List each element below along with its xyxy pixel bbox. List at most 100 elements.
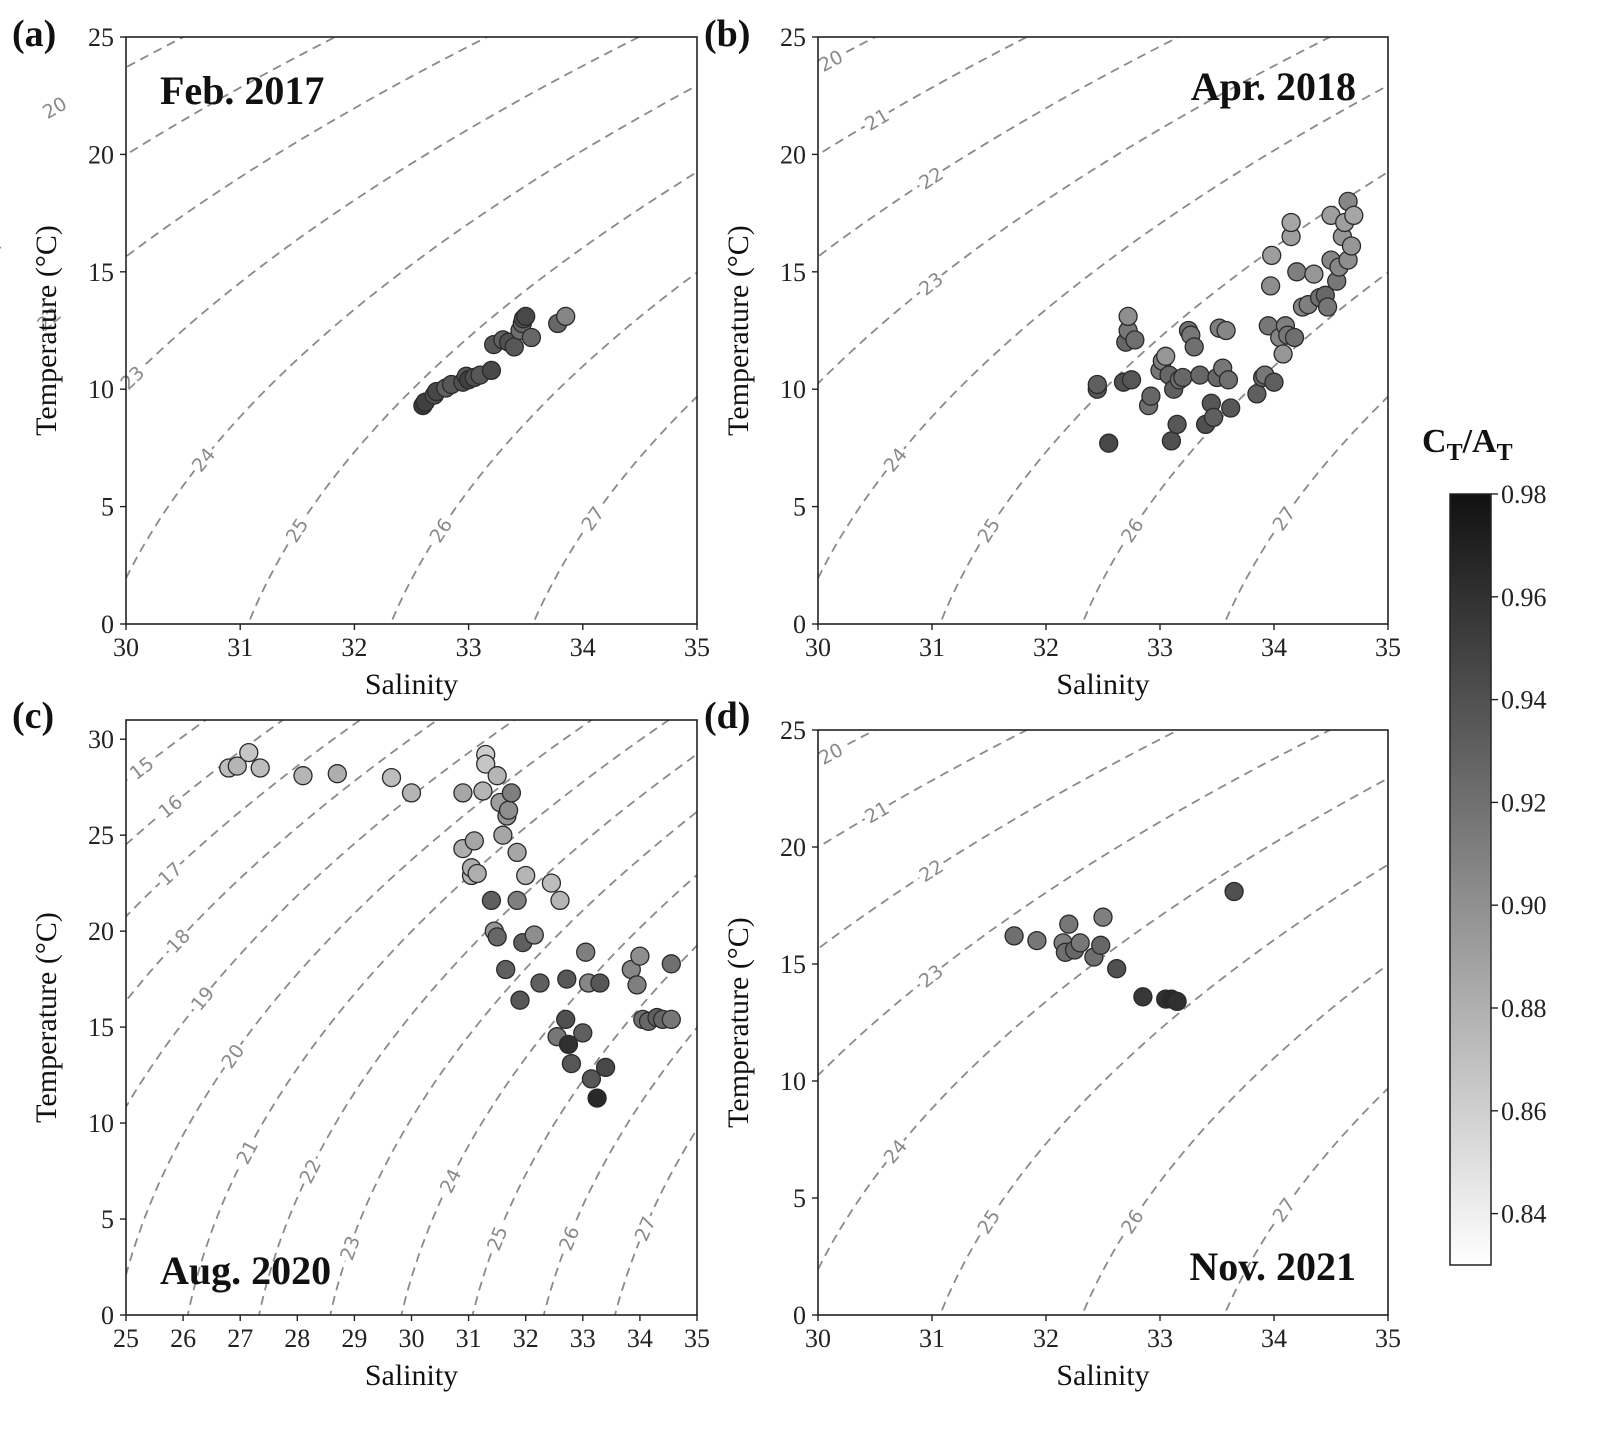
x-tick-label: 32 xyxy=(1033,633,1059,662)
y-axis-label: Temperature (°C) xyxy=(30,225,63,436)
contour-label-bg xyxy=(151,855,187,891)
contour-label-20: 20 xyxy=(815,739,847,770)
contour-line-23 xyxy=(126,37,641,385)
contour-label-bg xyxy=(812,736,848,769)
contour-label-22: 22 xyxy=(295,1156,326,1187)
x-tick-label: 33 xyxy=(1147,1324,1173,1353)
panel-title: Feb. 2017 xyxy=(160,68,324,113)
y-tick-label: 10 xyxy=(780,375,806,404)
contour-label-22: 22 xyxy=(915,163,947,195)
data-point xyxy=(1156,346,1176,366)
y-tick-label: 0 xyxy=(793,610,806,639)
data-point xyxy=(473,781,493,801)
data-point xyxy=(1190,365,1210,385)
contour-line-23 xyxy=(818,730,1332,1077)
y-tick-label: 20 xyxy=(88,917,114,946)
colorbar-tick-label: 0.86 xyxy=(1501,1097,1547,1126)
contour-label-27: 27 xyxy=(631,1214,661,1245)
colorbar-tick-label: 0.98 xyxy=(1501,480,1547,509)
contour-label-bg xyxy=(333,1230,364,1265)
data-point xyxy=(1287,262,1307,282)
data-point xyxy=(467,863,487,884)
y-tick-label: 10 xyxy=(88,375,114,404)
data-point xyxy=(1125,330,1145,350)
data-point xyxy=(550,890,570,911)
y-tick-label: 5 xyxy=(101,493,114,522)
colorbar-gradient xyxy=(1449,493,1492,1266)
y-tick-label: 25 xyxy=(780,23,806,52)
data-point xyxy=(1167,414,1187,435)
y-tick-label: 25 xyxy=(88,23,114,52)
colorbar-tick-label: 0.94 xyxy=(1501,686,1547,715)
contour-label-25: 25 xyxy=(973,514,1005,546)
data-point xyxy=(1344,205,1364,226)
data-point xyxy=(1059,914,1079,934)
contour-line-18 xyxy=(126,720,439,1003)
contour-label-21: 21 xyxy=(861,797,893,828)
data-point xyxy=(1141,386,1161,406)
data-point xyxy=(516,306,536,327)
y-tick-label: 15 xyxy=(88,258,114,287)
contour-line-21 xyxy=(186,720,671,1315)
data-point xyxy=(476,754,496,774)
x-axis-label: Salinity xyxy=(1056,668,1149,701)
contour-label-bg xyxy=(433,1162,466,1198)
contour-label-bg xyxy=(422,511,457,548)
density-contours xyxy=(126,720,697,1315)
contour-line-24 xyxy=(400,873,697,1315)
contour-line-23 xyxy=(818,37,1333,385)
data-points xyxy=(413,306,576,416)
colorbar-tick-label: 0.88 xyxy=(1501,994,1547,1023)
colorbar-tick-label: 0.96 xyxy=(1501,583,1547,612)
panel-letter: (c) xyxy=(12,695,54,737)
y-tick-label: 20 xyxy=(88,140,114,169)
data-point xyxy=(496,959,516,980)
contour-label-bg xyxy=(1265,499,1300,536)
data-point xyxy=(1167,991,1187,1012)
contour-line-20 xyxy=(126,720,594,1279)
data-point xyxy=(1099,433,1119,453)
contour-label-bg xyxy=(113,359,150,395)
data-point xyxy=(541,873,562,893)
y-tick-label: 10 xyxy=(88,1109,114,1138)
x-tick-label: 33 xyxy=(570,1324,596,1353)
contour-label-bg xyxy=(858,794,894,828)
contour-label-bg xyxy=(292,1153,326,1189)
y-tick-label: 0 xyxy=(101,610,114,639)
y-tick-label: 15 xyxy=(780,258,806,287)
y-tick-label: 30 xyxy=(88,725,114,754)
density-contours xyxy=(818,37,1388,624)
x-tick-label: 31 xyxy=(919,633,945,662)
contour-line-17 xyxy=(126,720,362,918)
contour-line-24 xyxy=(126,84,697,581)
contour-line-27 xyxy=(531,395,697,624)
data-point xyxy=(1161,431,1182,451)
contour-label-bg xyxy=(628,1210,660,1246)
data-point xyxy=(487,927,507,947)
panel-letter: (a) xyxy=(12,13,56,55)
plot-frame xyxy=(125,719,698,1316)
colorbar-tick-label: 0.92 xyxy=(1501,788,1547,817)
data-point xyxy=(1273,344,1293,364)
x-tick-label: 30 xyxy=(805,1324,831,1353)
x-tick-label: 25 xyxy=(113,1324,139,1353)
x-tick-label: 31 xyxy=(227,633,253,662)
contour-label-bg xyxy=(574,499,609,536)
contour-label-27: 27 xyxy=(577,503,609,535)
contour-label-26: 26 xyxy=(1117,514,1149,546)
data-point xyxy=(1341,236,1362,256)
data-point xyxy=(556,1009,576,1030)
colorbar-tick-label: 0.84 xyxy=(1501,1200,1547,1229)
contour-line-21 xyxy=(126,37,338,156)
x-axis-label: Salinity xyxy=(365,1359,458,1392)
y-tick-label: 5 xyxy=(101,1205,114,1234)
x-tick-label: 34 xyxy=(1261,1324,1287,1353)
data-point xyxy=(1218,370,1239,390)
contour-line-21 xyxy=(818,37,1029,156)
panel-title: Apr. 2018 xyxy=(1191,64,1356,109)
contour-label-24: 24 xyxy=(436,1165,467,1196)
contour-line-21 xyxy=(818,730,1029,849)
contour-label-bg xyxy=(912,160,949,194)
